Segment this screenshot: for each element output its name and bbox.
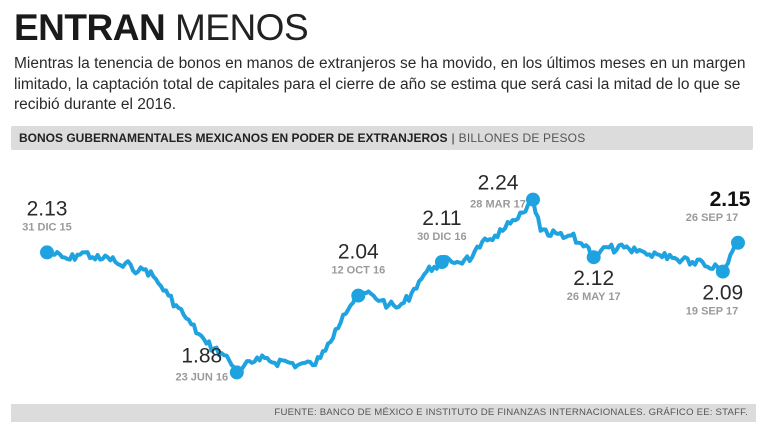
data-point-30-dic-16 xyxy=(434,255,449,269)
data-point-19-sep-17 xyxy=(715,264,730,279)
data-point-31-dic-15 xyxy=(40,245,54,260)
value-label: 2.11 xyxy=(422,207,461,230)
data-point-28-mar-17 xyxy=(526,192,540,207)
date-label: 12 OCT 16 xyxy=(331,265,385,277)
date-label: 26 SEP 17 xyxy=(686,212,738,224)
date-label: 19 SEP 17 xyxy=(686,306,738,318)
chart-title-band: BONOS GUBERNAMENTALES MEXICANOS EN PODER… xyxy=(11,126,753,150)
value-label: 2.09 xyxy=(702,282,743,305)
dek-paragraph: Mientras la tenencia de bonos en manos d… xyxy=(14,55,746,113)
value-label: 2.13 xyxy=(27,197,68,220)
data-point-26-may-17 xyxy=(586,250,601,265)
series-line xyxy=(45,197,740,375)
data-point-26-sep-17 xyxy=(731,235,745,250)
date-label: 28 MAR 17 xyxy=(470,199,526,211)
headline-light: MENOS xyxy=(174,7,309,48)
date-label: 31 DIC 15 xyxy=(22,221,72,233)
chart-unit: BILLONES DE PESOS xyxy=(458,131,586,145)
value-label: 2.12 xyxy=(573,267,614,290)
chart-title: BONOS GUBERNAMENTALES MEXICANOS EN PODER… xyxy=(19,131,448,145)
value-label: 2.15 xyxy=(710,188,751,211)
value-label: 2.24 xyxy=(478,172,519,195)
title-separator: | xyxy=(451,131,455,145)
date-label: 23 JUN 16 xyxy=(176,371,229,383)
headline: ENTRAN MENOS xyxy=(14,6,309,50)
chart-area: 2.13 31 DIC 15 1.88 23 JUN 16 2.04 12 OCT 16 2… xyxy=(0,150,768,408)
date-label: 26 MAY 17 xyxy=(567,291,621,303)
source-footer: FUENTE: BANCO DE MÉXICO E INSTITUTO DE F… xyxy=(11,404,756,422)
data-point-23-jun-16 xyxy=(229,365,244,380)
data-point-12-oct-16 xyxy=(351,288,366,303)
date-label: 30 DIC 16 xyxy=(417,231,467,243)
line-layer xyxy=(40,192,745,380)
value-label: 2.04 xyxy=(338,241,379,264)
value-label: 1.88 xyxy=(181,344,222,367)
headline-bold: ENTRAN xyxy=(14,7,166,48)
